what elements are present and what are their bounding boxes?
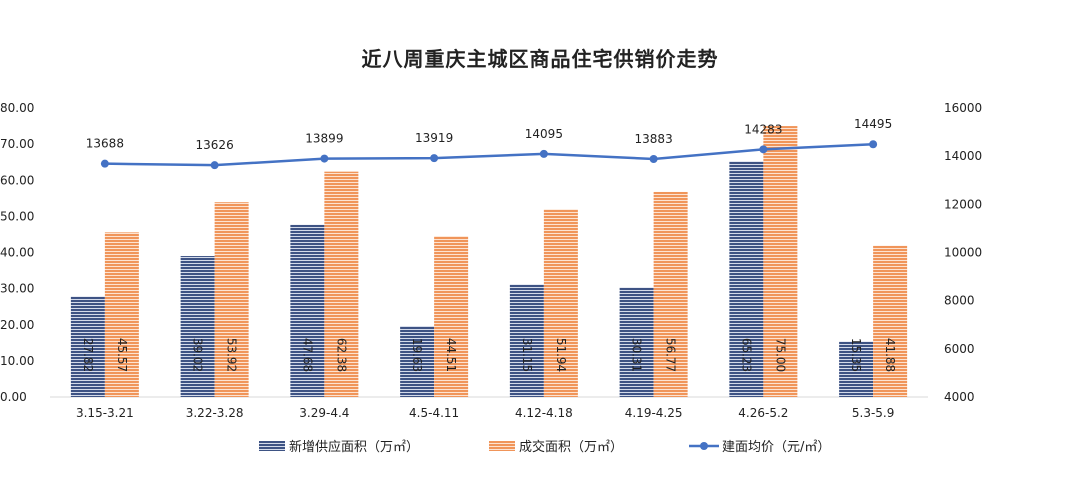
right-axis-tick: 8000 bbox=[944, 294, 975, 308]
line-series: 13688 13626 13899 13919 14095 13883 14283 14495 bbox=[86, 117, 892, 170]
price-point bbox=[320, 154, 329, 163]
bar-series: 27.82 39.02 47.68 19.63 31.15 30.31 65.23 15.35… bbox=[70, 126, 908, 397]
deal-bar bbox=[653, 191, 688, 397]
right-axis-tick: 12000 bbox=[944, 197, 982, 211]
supply-bar-label: 65.23 bbox=[739, 338, 753, 372]
supply-bar bbox=[619, 287, 654, 397]
supply-bar bbox=[290, 224, 325, 397]
price-label: 13883 bbox=[635, 132, 673, 146]
x-axis-category: 3.22-3.28 bbox=[186, 406, 244, 420]
chart-title: 近八周重庆主城区商品住宅供销价走势 bbox=[362, 47, 719, 71]
price-label: 13919 bbox=[415, 131, 453, 145]
supply-bar-label: 19.63 bbox=[410, 338, 424, 372]
legend: 新增供应面积（万㎡） 成交面积（万㎡） 建面均价（元/㎡） bbox=[259, 439, 830, 455]
right-axis-tick: 14000 bbox=[944, 149, 982, 163]
left-axis-tick: 30.00 bbox=[0, 282, 34, 296]
supply-bar-label: 47.68 bbox=[300, 338, 314, 372]
x-axis-category: 4.19-4.25 bbox=[625, 406, 683, 420]
legend-label-price: 建面均价（元/㎡） bbox=[722, 440, 830, 455]
left-axis-tick: 0.00 bbox=[0, 390, 27, 404]
x-axis-category: 3.29-4.4 bbox=[299, 406, 349, 420]
price-label: 13688 bbox=[86, 137, 124, 151]
left-axis: 0.00 10.00 20.00 30.00 40.00 50.00 60.00 70.00 8… bbox=[0, 101, 34, 404]
supply-bar bbox=[839, 341, 874, 397]
deal-bar-label: 75.00 bbox=[773, 338, 787, 372]
legend-label-supply: 新增供应面积（万㎡） bbox=[289, 439, 419, 455]
left-axis-tick: 80.00 bbox=[0, 101, 34, 115]
price-point bbox=[539, 149, 548, 158]
legend-marker-price bbox=[700, 442, 708, 450]
deal-bar bbox=[324, 171, 359, 397]
deal-bar bbox=[763, 126, 798, 397]
deal-bar-label: 44.51 bbox=[444, 338, 458, 372]
supply-bar bbox=[400, 326, 435, 397]
deal-bar bbox=[434, 236, 469, 397]
price-label: 14283 bbox=[744, 122, 782, 136]
left-axis-tick: 60.00 bbox=[0, 173, 34, 187]
price-point bbox=[759, 145, 768, 154]
deal-bar-label: 62.38 bbox=[334, 338, 348, 372]
price-label: 13899 bbox=[305, 132, 343, 146]
deal-bar-label: 41.88 bbox=[883, 338, 897, 372]
right-axis-tick: 6000 bbox=[944, 342, 975, 356]
left-axis-tick: 70.00 bbox=[0, 137, 34, 151]
right-axis-tick: 4000 bbox=[944, 390, 975, 404]
left-axis-tick: 20.00 bbox=[0, 318, 34, 332]
supply-bar-label: 31.15 bbox=[520, 338, 534, 372]
price-point bbox=[649, 154, 658, 163]
price-label: 14095 bbox=[525, 127, 563, 141]
price-line bbox=[104, 142, 874, 167]
price-point bbox=[210, 161, 219, 170]
supply-bar bbox=[70, 296, 105, 397]
deal-bar bbox=[104, 232, 139, 397]
legend-swatch-deal bbox=[489, 441, 515, 451]
left-axis-tick: 50.00 bbox=[0, 209, 34, 223]
x-axis-category: 4.26-5.2 bbox=[738, 406, 788, 420]
x-axis-category: 4.12-4.18 bbox=[515, 406, 573, 420]
price-point bbox=[869, 140, 878, 149]
supply-bar bbox=[180, 256, 215, 397]
price-label: 13626 bbox=[196, 138, 234, 152]
deal-bar-label: 45.57 bbox=[115, 338, 129, 372]
legend-label-deal: 成交面积（万㎡） bbox=[519, 439, 623, 455]
left-axis-tick: 40.00 bbox=[0, 246, 34, 260]
supply-bar bbox=[509, 284, 544, 397]
deal-bar-label: 56.77 bbox=[664, 338, 678, 372]
deal-bar bbox=[543, 209, 578, 397]
x-axis-categories: 3.15-3.21 3.22-3.28 3.29-4.4 4.5-4.11 4.12-4… bbox=[76, 406, 894, 420]
right-axis: 4000 6000 8000 10000 12000 14000 16000 bbox=[944, 101, 982, 404]
supply-bar-label: 30.31 bbox=[630, 338, 644, 372]
legend-swatch-supply bbox=[259, 441, 285, 451]
deal-bar bbox=[873, 245, 908, 397]
x-axis-category: 4.5-4.11 bbox=[409, 406, 459, 420]
deal-bar-label: 51.94 bbox=[554, 338, 568, 372]
right-axis-tick: 10000 bbox=[944, 246, 982, 260]
price-label: 14495 bbox=[854, 117, 892, 131]
price-point bbox=[100, 159, 109, 168]
deal-bar bbox=[214, 202, 249, 397]
right-axis-tick: 16000 bbox=[944, 101, 982, 115]
left-axis-tick: 10.00 bbox=[0, 354, 34, 368]
price-point bbox=[430, 154, 439, 163]
supply-bar-label: 27.82 bbox=[81, 338, 95, 372]
supply-bar-label: 15.35 bbox=[849, 338, 863, 372]
deal-bar-label: 53.92 bbox=[225, 338, 239, 372]
supply-bar bbox=[729, 161, 764, 397]
x-axis-category: 3.15-3.21 bbox=[76, 406, 134, 420]
supply-bar-label: 39.02 bbox=[191, 338, 205, 372]
x-axis-category: 5.3-5.9 bbox=[852, 406, 895, 420]
